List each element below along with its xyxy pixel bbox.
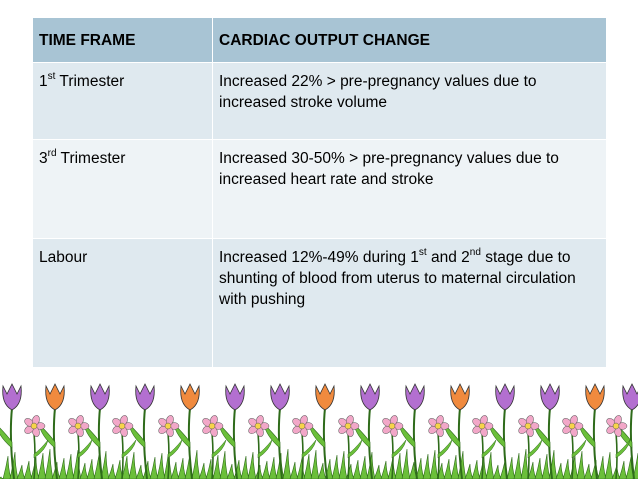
change-cell: Increased 30-50% > pre-pregnancy values …: [212, 139, 607, 239]
time-frame-cell: 3rd Trimester: [32, 139, 213, 239]
cardiac-output-table: TIME FRAME CARDIAC OUTPUT CHANGE 1st Tri…: [32, 17, 607, 368]
table-row: Labour Increased 12%-49% during 1st and …: [32, 238, 607, 368]
header-cardiac-output-change: CARDIAC OUTPUT CHANGE: [212, 17, 607, 63]
table-row: 3rd Trimester Increased 30-50% > pre-pre…: [32, 139, 607, 239]
time-frame-cell: Labour: [32, 238, 213, 368]
tulip-flower-border-icon: [0, 383, 638, 479]
table-row: 1st Trimester Increased 22% > pre-pregna…: [32, 62, 607, 140]
change-cell: Increased 12%-49% during 1st and 2nd sta…: [212, 238, 607, 368]
table-header-row: TIME FRAME CARDIAC OUTPUT CHANGE: [32, 17, 607, 63]
cardiac-output-table-container: TIME FRAME CARDIAC OUTPUT CHANGE 1st Tri…: [32, 17, 607, 368]
change-cell: Increased 22% > pre-pregnancy values due…: [212, 62, 607, 140]
time-frame-cell: 1st Trimester: [32, 62, 213, 140]
header-time-frame: TIME FRAME: [32, 17, 213, 63]
